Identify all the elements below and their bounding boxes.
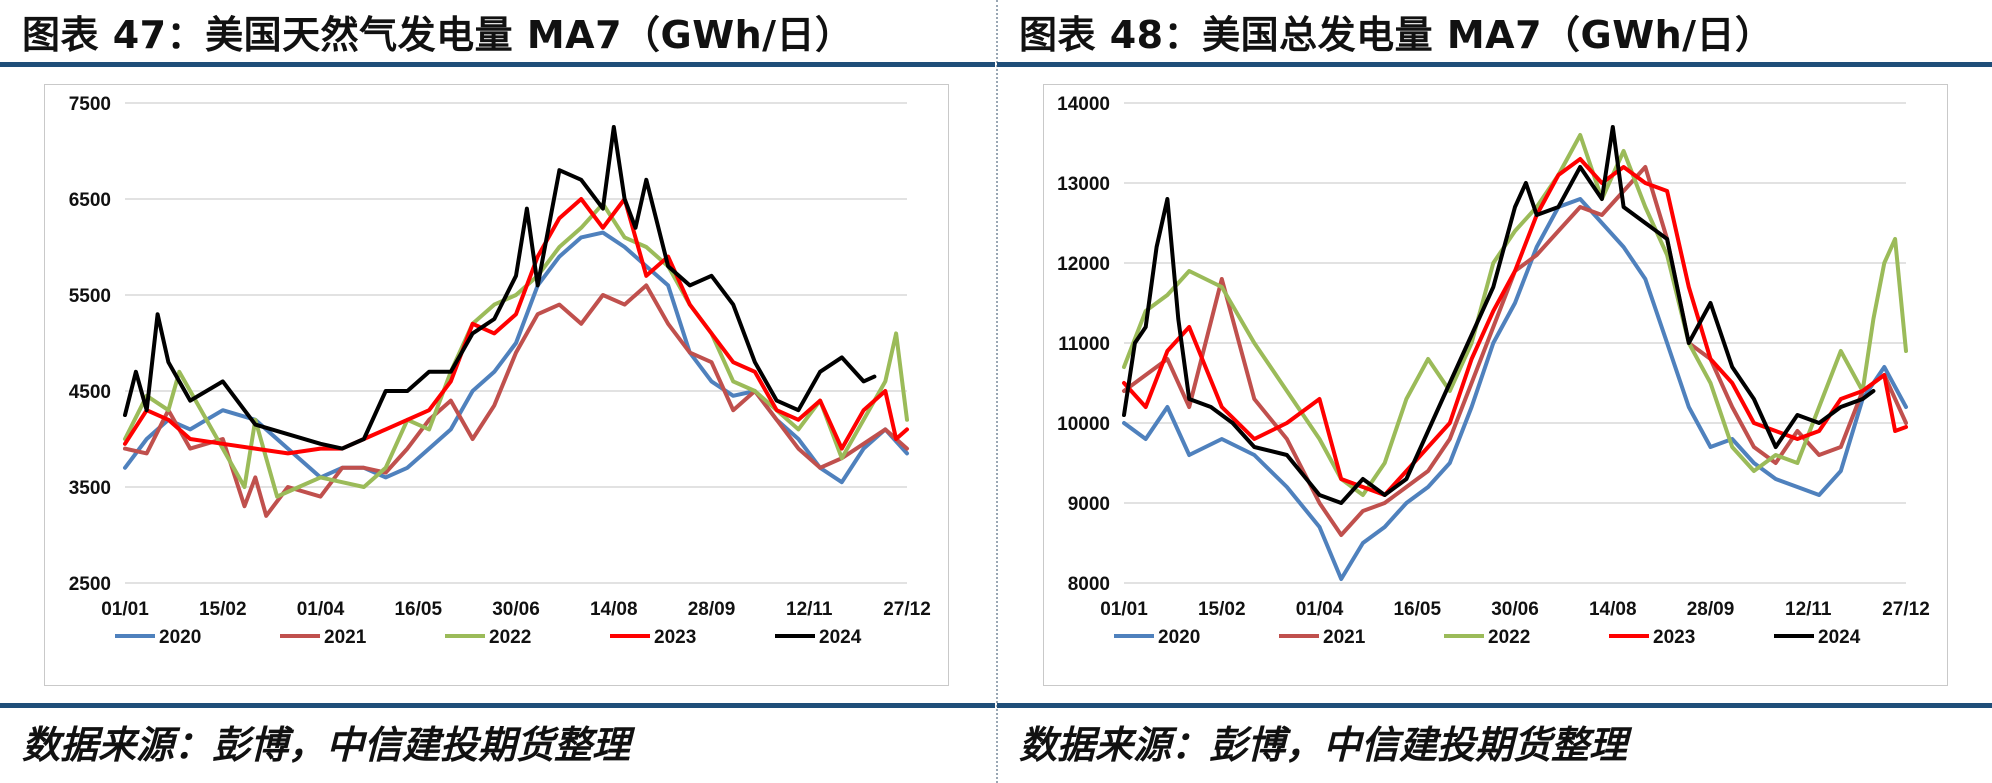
right-x-tick-label: 01/04 [1296, 599, 1344, 620]
right-source-note: 数据来源：彭博，中信建投期货整理 [1019, 723, 1628, 767]
left-x-tick-label: 01/04 [297, 599, 345, 620]
left-series-line-2021 [123, 283, 909, 518]
left-legend-label-2023: 2023 [654, 627, 696, 648]
left-title-rule [0, 62, 995, 67]
left-source-note: 数据来源：彭博，中信建投期货整理 [22, 723, 631, 767]
right-title-rule [997, 62, 1992, 67]
right-x-tick-label: 12/11 [1785, 599, 1832, 620]
right-x-tick-label: 27/12 [1882, 599, 1930, 620]
right-series-line-2020 [1122, 197, 1908, 581]
left-x-tick-label: 15/02 [199, 599, 247, 620]
right-legend-label-2023: 2023 [1653, 627, 1695, 648]
right-y-tick-label: 14000 [1057, 94, 1110, 115]
left-y-tick-label: 6500 [69, 190, 111, 211]
right-line-chart: 8000 9000 10000 11000 12000 13000 14000 01/01 15… [1057, 94, 1930, 648]
right-y-tick-label: 10000 [1057, 414, 1110, 435]
left-legend-label-2020: 2020 [159, 627, 201, 648]
left-line-chart: 2500 3500 4500 5500 6500 7500 01/01 15/02 01/04 1… [69, 94, 931, 648]
right-x-tick-label: 16/05 [1393, 599, 1441, 620]
left-y-tick-label: 7500 [69, 94, 111, 115]
left-y-tick-label: 2500 [69, 574, 111, 595]
right-chart-title: 图表 48：美国总发电量 MA7（GWh/日） [1019, 13, 1774, 57]
right-legend-label-2020: 2020 [1158, 627, 1200, 648]
left-legend-label-2022: 2022 [489, 627, 531, 648]
left-x-tick-label: 12/11 [786, 599, 833, 620]
right-x-tick-label: 14/08 [1589, 599, 1637, 620]
right-y-tick-label: 9000 [1068, 494, 1110, 515]
right-x-tick-label: 15/02 [1198, 599, 1246, 620]
right-legend-label-2021: 2021 [1323, 627, 1366, 648]
right-series-line-2024 [1122, 125, 1876, 505]
left-panel: 图表 47：美国天然气发电量 MA7（GWh/日） 2500 3500 4500 55… [0, 0, 995, 783]
right-y-tick-label: 13000 [1057, 174, 1110, 195]
left-source-rule [0, 703, 995, 708]
right-y-tick-label: 8000 [1068, 574, 1110, 595]
left-legend-label-2021: 2021 [324, 627, 367, 648]
right-legend-label-2022: 2022 [1488, 627, 1530, 648]
left-x-tick-label: 16/05 [394, 599, 442, 620]
left-chart-frame: 2500 3500 4500 5500 6500 7500 01/01 15/02 01/04 1… [44, 84, 949, 686]
left-y-tick-label: 3500 [69, 478, 111, 499]
right-x-tick-label: 28/09 [1687, 599, 1735, 620]
left-legend-label-2024: 2024 [819, 627, 862, 648]
left-series-line-2024 [123, 125, 877, 451]
right-series-line-2023 [1122, 157, 1908, 497]
left-y-tick-label: 4500 [69, 382, 111, 403]
right-source-rule [997, 703, 1992, 708]
right-y-tick-label: 11000 [1058, 334, 1110, 355]
left-x-tick-label: 27/12 [883, 599, 931, 620]
left-x-tick-label: 28/09 [688, 599, 736, 620]
left-series-line-2022 [123, 201, 909, 499]
left-x-tick-label: 14/08 [590, 599, 638, 620]
right-series-line-2021 [1122, 165, 1908, 537]
panel-divider [996, 0, 998, 783]
left-x-tick-label: 01/01 [101, 599, 149, 620]
right-x-tick-label: 30/06 [1491, 599, 1539, 620]
left-chart-title: 图表 47：美国天然气发电量 MA7（GWh/日） [22, 13, 854, 57]
left-x-tick-label: 30/06 [492, 599, 540, 620]
left-y-tick-label: 5500 [69, 286, 111, 307]
right-panel: 图表 48：美国总发电量 MA7（GWh/日） 8000 9000 10000 110… [997, 0, 1992, 783]
right-y-tick-label: 12000 [1057, 254, 1110, 275]
right-legend-label-2024: 2024 [1818, 627, 1861, 648]
right-chart-frame: 8000 9000 10000 11000 12000 13000 14000 01/01 15… [1043, 84, 1948, 686]
right-x-tick-label: 01/01 [1100, 599, 1148, 620]
